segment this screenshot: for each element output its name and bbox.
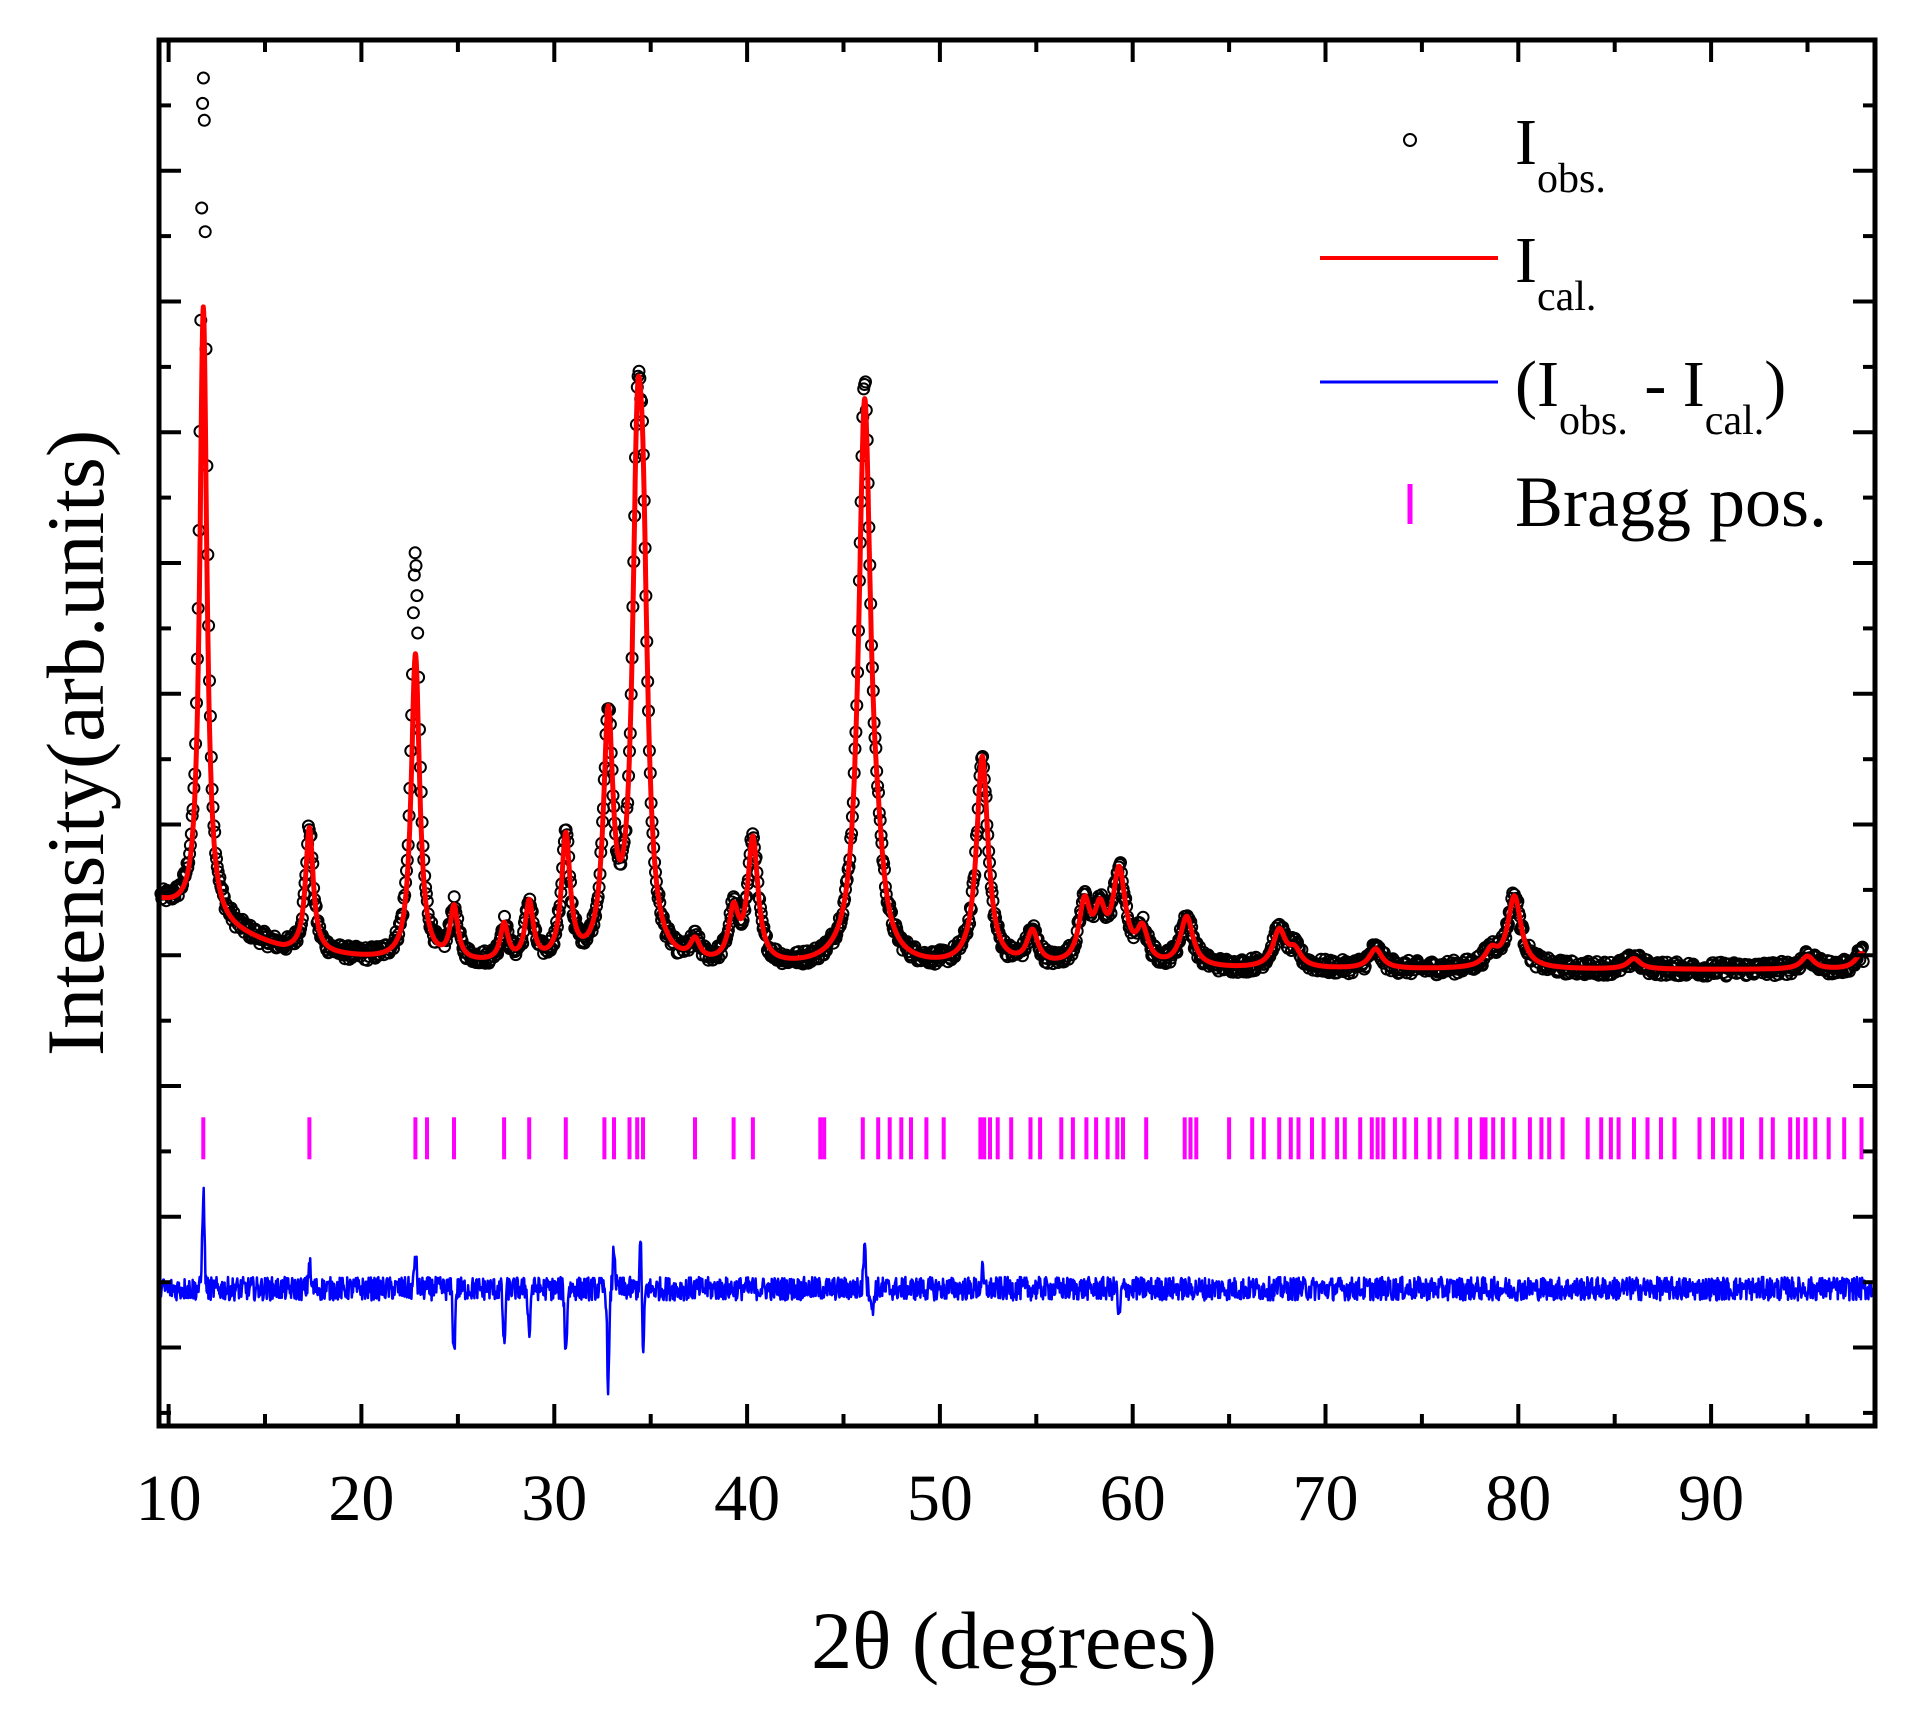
legend-difference-label: (Iobs. - Ical.): [1515, 348, 1786, 444]
legend-item-calculated: Ical.: [1320, 224, 1596, 320]
legend-calculated-sub: cal.: [1537, 274, 1596, 320]
legend-item-observed: Iobs.: [1403, 106, 1606, 202]
x-tick-label: 80: [1485, 1462, 1551, 1535]
bragg-position-markers: [201, 1117, 1864, 1160]
x-tick-label: 20: [328, 1462, 394, 1535]
plot-frame: [156, 37, 1878, 1429]
legend-item-difference: (Iobs. - Ical.): [1320, 348, 1786, 444]
x-axis-title: 2θ (degrees): [811, 1595, 1217, 1686]
x-tick-label: 50: [907, 1462, 973, 1535]
x-tick-labels: 10 20 30 40 50 60 70 80 90: [136, 1462, 1744, 1535]
legend-item-bragg: Bragg pos.: [1407, 462, 1827, 542]
x-tick-label: 60: [1100, 1462, 1166, 1535]
legend-observed-label: Iobs.: [1515, 106, 1606, 202]
legend-difference-sub-cal: cal.: [1705, 398, 1764, 444]
legend-observed-marker: [1403, 133, 1417, 147]
legend-difference-open: (I: [1515, 348, 1559, 421]
legend-observed-main: I: [1515, 106, 1537, 179]
plot-marks: [154, 71, 1874, 1396]
legend-difference-close: ): [1764, 348, 1786, 421]
difference-curve: [159, 1186, 1874, 1396]
axis-ticks: [159, 40, 1875, 1426]
legend-difference-sub-obs: obs.: [1559, 398, 1628, 444]
x-tick-label: 10: [136, 1462, 202, 1535]
legend: Iobs. Ical. (Iobs. - Ical.) Bragg pos.: [1320, 106, 1827, 542]
legend-observed-sub: obs.: [1537, 156, 1606, 202]
calculated-intensity-line: [158, 304, 1866, 972]
x-tick-label: 40: [714, 1462, 780, 1535]
legend-calculated-main: I: [1515, 224, 1537, 297]
y-axis-title: Intensity(arb.units): [30, 430, 121, 1056]
legend-calculated-label: Ical.: [1515, 224, 1596, 320]
x-tick-label: 90: [1678, 1462, 1744, 1535]
legend-bragg-label: Bragg pos.: [1515, 462, 1827, 542]
x-tick-label: 70: [1293, 1462, 1359, 1535]
legend-difference-mid: - I: [1628, 348, 1705, 421]
x-tick-label: 30: [521, 1462, 587, 1535]
